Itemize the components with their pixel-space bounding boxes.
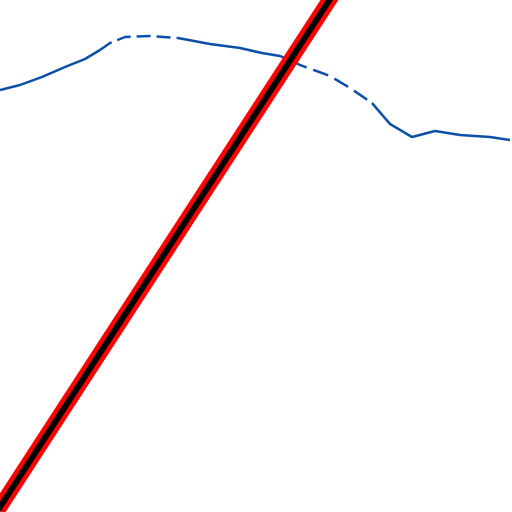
road-center [0,0,333,512]
line-segment [371,102,511,142]
line-segment-dashed [291,59,373,105]
line-segment-dashed [99,34,179,52]
line-segment [0,48,101,92]
blue-line [0,34,511,142]
line-segment [177,36,293,63]
